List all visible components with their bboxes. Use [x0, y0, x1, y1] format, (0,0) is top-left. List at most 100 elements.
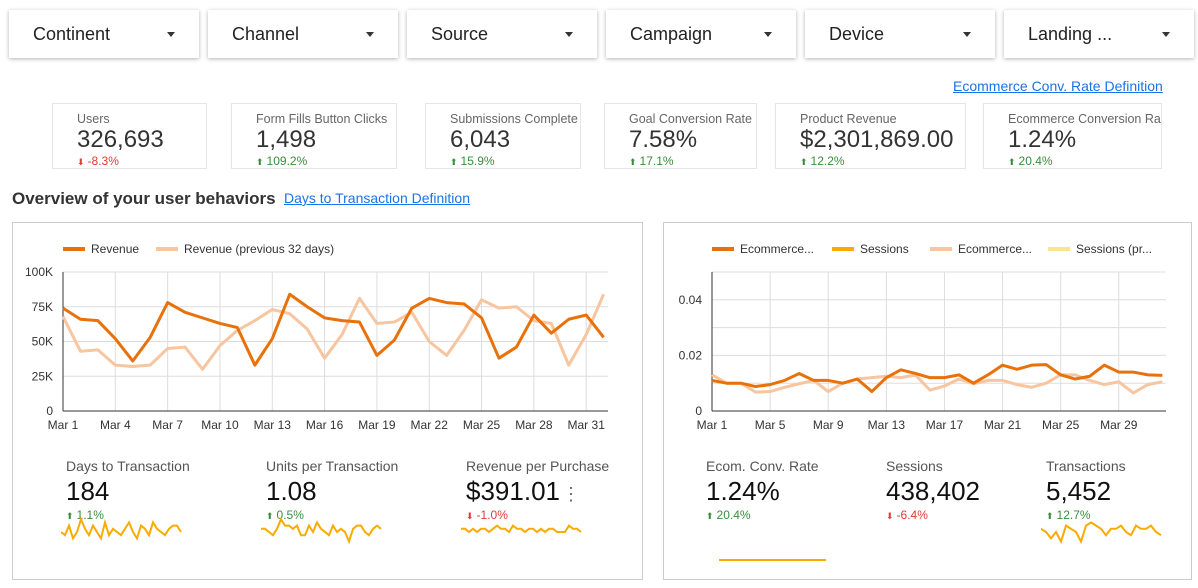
filter-continent[interactable]: Continent [9, 10, 199, 58]
kpi-label: Goal Conversion Rate [629, 112, 752, 126]
arrow-down-icon: ⬇ [466, 511, 474, 521]
legend-item: Revenue (previous 32 days) [184, 242, 334, 256]
metric-scorecard: Units per Transaction 1.08 ⬆ 0.5% [266, 458, 398, 522]
metric-value: 5,452 [1046, 476, 1112, 506]
arrow-up-icon: ⬆ [256, 157, 264, 167]
arrow-up-icon: ⬆ [629, 157, 637, 167]
kpi-value: $2,301,869.00 [800, 126, 954, 153]
filter-label: Device [829, 23, 885, 44]
arrow-up-icon: ⬆ [266, 511, 274, 521]
sparkline-path [261, 517, 382, 545]
kpi-label: Ecommerce Conversion Rate [1008, 112, 1162, 126]
filter-channel[interactable]: Channel [208, 10, 398, 58]
filter-landing[interactable]: Landing ... [1004, 10, 1194, 58]
series-line-0 [711, 363, 1163, 394]
x-tick-label: Mar 31 [568, 418, 606, 432]
kpi-delta: 17.1% [639, 154, 674, 168]
x-tick-label: Mar 10 [201, 418, 239, 432]
arrow-up-icon: ⬆ [706, 511, 714, 521]
metric-scorecard: Revenue per Purchase $391.01 ⬇ -1.0% [466, 458, 609, 522]
dropdown-caret-icon [565, 31, 573, 37]
metric-delta: -1.0% [476, 508, 508, 522]
arrow-up-icon: ⬆ [1046, 511, 1054, 521]
metric-value: 1.24% [706, 476, 780, 506]
dropdown-caret-icon [1162, 31, 1170, 37]
y-tick-label: 0 [46, 404, 53, 418]
metric-delta: 12.7% [1056, 508, 1091, 522]
sparkline [1041, 521, 1162, 545]
y-tick-label: 25K [32, 369, 53, 383]
legend-item: Ecommerce... [958, 242, 1032, 256]
kpi-delta: 15.9% [460, 154, 495, 168]
revenue-line-chart: Mar 1 Mar 4 Mar 7 Mar 10 Mar 13 Mar 16 Mar 19 M… [25, 242, 608, 432]
dropdown-caret-icon [366, 31, 374, 37]
x-tick-label: Mar 13 [254, 418, 292, 432]
ecommerce-conv-rate-definition-link[interactable]: Ecommerce Conv. Rate Definition [953, 78, 1163, 94]
kpi-value: 1.24% [1008, 126, 1077, 153]
legend-item: Revenue [91, 242, 139, 256]
sparkline [261, 517, 382, 545]
y-tick-label: 50K [32, 335, 53, 349]
filter-label: Campaign [630, 23, 713, 44]
metric-label: Revenue per Purchase [466, 458, 610, 474]
metric-label: Ecom. Conv. Rate [706, 458, 819, 474]
sparkline-path [61, 516, 182, 541]
y-tick-label: 0 [695, 404, 702, 418]
x-tick-label: Mar 16 [306, 418, 344, 432]
sparkline [719, 559, 826, 561]
kpi-label: Users [77, 112, 110, 126]
x-tick-label: Mar 7 [152, 418, 183, 432]
sparkline [61, 516, 182, 541]
kpi-value: 6,043 [450, 126, 511, 153]
metric-label: Transactions [1046, 458, 1126, 474]
x-tick-label: Mar 4 [100, 418, 131, 432]
x-tick-label: Mar 28 [515, 418, 553, 432]
more-options-icon[interactable]: ⋮ [562, 484, 580, 504]
legend-item: Sessions (pr... [1076, 242, 1152, 256]
y-tick-label: 0.04 [679, 293, 703, 307]
filter-source[interactable]: Source [407, 10, 597, 58]
arrow-down-icon: ⬇ [886, 511, 894, 521]
kpi-card: Goal Conversion Rate 7.58% ⬆ 17.1% [604, 103, 757, 169]
sparkline-path [1041, 521, 1162, 545]
metric-label: Sessions [886, 458, 943, 474]
kpi-card: Submissions Complete 6,043 ⬆ 15.9% [425, 103, 581, 169]
kpi-label: Submissions Complete [450, 112, 578, 126]
y-tick-label: 0.02 [679, 348, 703, 362]
metric-scorecard: Transactions 5,452 ⬆ 12.7% [1046, 458, 1126, 522]
arrow-up-icon: ⬆ [800, 157, 808, 167]
x-tick-label: Mar 22 [411, 418, 449, 432]
kpi-value: 326,693 [77, 126, 164, 153]
filter-label: Channel [232, 23, 300, 44]
kpi-card: Users 326,693 ⬇ -8.3% [52, 103, 207, 169]
kpi-value: 7.58% [629, 126, 698, 153]
metric-value: $391.01 [466, 476, 560, 506]
metric-scorecard: Days to Transaction 184 ⬆ 1.1% [66, 458, 190, 522]
kpi-card: Ecommerce Conversion Rate 1.24% ⬆ 20.4% [983, 103, 1162, 169]
filter-label: Landing ... [1028, 23, 1113, 44]
metric-label: Units per Transaction [266, 458, 399, 474]
x-tick-label: Mar 25 [1042, 418, 1080, 432]
legend-item: Ecommerce... [740, 242, 814, 256]
metric-delta: 1.1% [76, 508, 104, 522]
kpi-label: Product Revenue [800, 112, 897, 126]
dropdown-caret-icon [764, 31, 772, 37]
filter-label: Continent [33, 23, 111, 44]
metric-delta: 20.4% [716, 508, 751, 522]
x-tick-label: Mar 1 [48, 418, 79, 432]
x-tick-label: Mar 17 [926, 418, 964, 432]
section-title: Overview of your user behaviors [12, 189, 276, 208]
filter-campaign[interactable]: Campaign [606, 10, 796, 58]
metric-label: Days to Transaction [66, 458, 190, 474]
x-tick-label: Mar 25 [463, 418, 501, 432]
days-to-transaction-definition-link[interactable]: Days to Transaction Definition [284, 190, 470, 206]
metric-value: 184 [66, 476, 110, 506]
metric-delta: -6.4% [896, 508, 928, 522]
dropdown-caret-icon [167, 31, 175, 37]
revenue-panel: Mar 1 Mar 4 Mar 7 Mar 10 Mar 13 Mar 16 Mar 19 M… [12, 222, 643, 580]
arrow-up-icon: ⬆ [450, 157, 458, 167]
y-tick-label: 75K [32, 300, 53, 314]
filter-device[interactable]: Device [805, 10, 995, 58]
x-tick-label: Mar 19 [358, 418, 396, 432]
metric-scorecard: Sessions 438,402 ⬇ -6.4% [886, 458, 980, 522]
